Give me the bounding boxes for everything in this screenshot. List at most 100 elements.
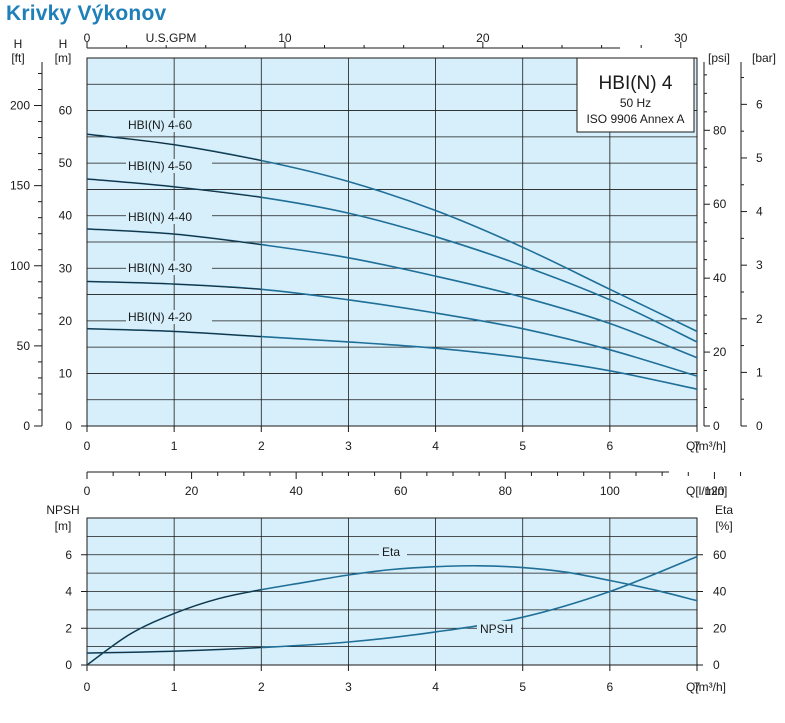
eta-tick-label: 60 (713, 548, 727, 562)
series-label-bg (126, 159, 212, 173)
npsh-tick-label: 0 (65, 658, 72, 672)
gpm-axis-label: U.S.GPM (146, 31, 197, 45)
x-tick-label: 2 (258, 439, 265, 453)
gpm-tick-label: 30 (674, 31, 688, 45)
x-tick-label: 5 (519, 680, 526, 694)
series-label: HBI(N) 4-60 (128, 118, 192, 132)
eta-tick-label: 0 (713, 658, 720, 672)
lmin-tick-label: 60 (394, 484, 408, 498)
x-tick-label: 7 (694, 439, 701, 453)
standard-label: ISO 9906 Annex A (586, 112, 684, 126)
psi-tick-label: 0 (713, 419, 720, 433)
x-tick-label: 2 (258, 680, 265, 694)
series-label: HBI(N) 4-20 (128, 310, 192, 324)
lmin-tick-label: 120 (704, 484, 724, 498)
x-axis-label: Q[m³/h] (686, 439, 726, 453)
lmin-tick-label: 0 (84, 484, 91, 498)
lmin-axis-label: Q[l/min] (686, 484, 727, 498)
lmin-tick-label: 100 (600, 484, 620, 498)
x-axis-label: Q[m³/h] (686, 680, 726, 694)
ft-tick-label: 50 (17, 339, 31, 353)
eta-unit: Eta (715, 503, 733, 517)
x-tick-label: 7 (694, 680, 701, 694)
ft-tick-label: 200 (10, 99, 30, 113)
ft-unit: [ft] (11, 51, 24, 65)
ft-tick-label: 150 (10, 179, 30, 193)
x-tick-label: 0 (84, 439, 91, 453)
bar-tick-label: 1 (756, 365, 763, 379)
frequency-label: 50 Hz (620, 96, 651, 110)
series-label: HBI(N) 4-30 (128, 261, 192, 275)
series-label-bg (126, 261, 212, 275)
y-m-tick-label: 10 (59, 366, 73, 380)
bar-tick-label: 4 (756, 205, 763, 219)
series-label-eta: Eta (382, 545, 400, 559)
series-line-low-flow (86, 589, 262, 666)
y-m-unit: [m] (55, 51, 72, 65)
psi-tick-label: 60 (713, 197, 727, 211)
x-tick-label: 6 (607, 680, 614, 694)
bar-tick-label: 3 (756, 258, 763, 272)
x-tick-label: 3 (345, 680, 352, 694)
series-label-bg (379, 544, 407, 558)
npsh-unit: [m] (55, 519, 72, 533)
x-tick-label: 3 (345, 439, 352, 453)
eta-tick-label: 40 (713, 585, 727, 599)
gpm-tick-label: 10 (278, 31, 292, 45)
npsh-unit: NPSH (46, 503, 79, 517)
series-label: HBI(N) 4-40 (128, 210, 192, 224)
series-line-low-flow (86, 228, 262, 246)
ft-tick-label: 0 (23, 419, 30, 433)
x-tick-label: 5 (519, 439, 526, 453)
x-tick-label: 6 (607, 439, 614, 453)
bar-tick-label: 0 (756, 419, 763, 433)
plot-border (86, 57, 698, 427)
series-label-bg (126, 118, 212, 132)
psi-unit: [psi] (708, 51, 730, 65)
x-tick-label: 4 (432, 439, 439, 453)
psi-tick-label: 20 (713, 345, 727, 359)
series-label-bg (126, 210, 212, 224)
x-tick-label: 1 (171, 680, 178, 694)
npsh-tick-label: 4 (65, 585, 72, 599)
npsh-tick-label: 6 (65, 548, 72, 562)
head-curve-chart: HBI(N) 4-60 HBI(N) 4-50 HBI(N) 4-40 HBI(N) … (10, 31, 776, 453)
series-line-low-flow (86, 280, 262, 290)
bar-unit: [bar] (752, 51, 776, 65)
y-m-tick-label: 0 (65, 419, 72, 433)
y-m-tick-label: 30 (59, 261, 73, 275)
series-label-bg (477, 621, 521, 635)
y-m-tick-label: 20 (59, 314, 73, 328)
series-line-low-flow (86, 647, 262, 654)
x-tick-label: 1 (171, 439, 178, 453)
model-name: HBI(N) 4 (599, 73, 673, 94)
bar-tick-label: 6 (756, 97, 763, 111)
head-axes: 0 1 2 3 4 5 6 7Q[m³/h]0 10 20 30U.S.GPM01020304050… (10, 31, 776, 453)
model-info-box: HBI(N) 4 50 Hz ISO 9906 Annex A (576, 57, 695, 133)
eta-tick-label: 20 (713, 621, 727, 635)
lmin-tick-label: 40 (289, 484, 303, 498)
page-title: Krivky Výkonov (6, 2, 167, 25)
series-label-bg (126, 310, 212, 324)
gpm-tick-label: 20 (476, 31, 490, 45)
series-label: HBI(N) 4-50 (128, 159, 192, 173)
y-m-tick-label: 50 (59, 156, 73, 170)
series-label-npsh: NPSH (480, 622, 513, 636)
series-line-low-flow (86, 178, 262, 198)
series-line-low-flow (86, 328, 262, 338)
lmin-tick-label: 20 (185, 484, 199, 498)
psi-tick-label: 40 (713, 271, 727, 285)
ft-unit: H (14, 37, 23, 51)
bar-tick-label: 2 (756, 312, 763, 326)
y-m-unit: H (59, 37, 68, 51)
x-tick-label: 0 (84, 680, 91, 694)
x-tick-label: 4 (432, 680, 439, 694)
eta-unit: [%] (715, 519, 732, 533)
head-curves: HBI(N) 4-60 HBI(N) 4-50 HBI(N) 4-40 HBI(N) … (86, 118, 698, 390)
npsh-eta-curves: Eta NPSH (86, 544, 698, 666)
npsh-tick-label: 2 (65, 621, 72, 635)
ft-tick-label: 100 (10, 259, 30, 273)
